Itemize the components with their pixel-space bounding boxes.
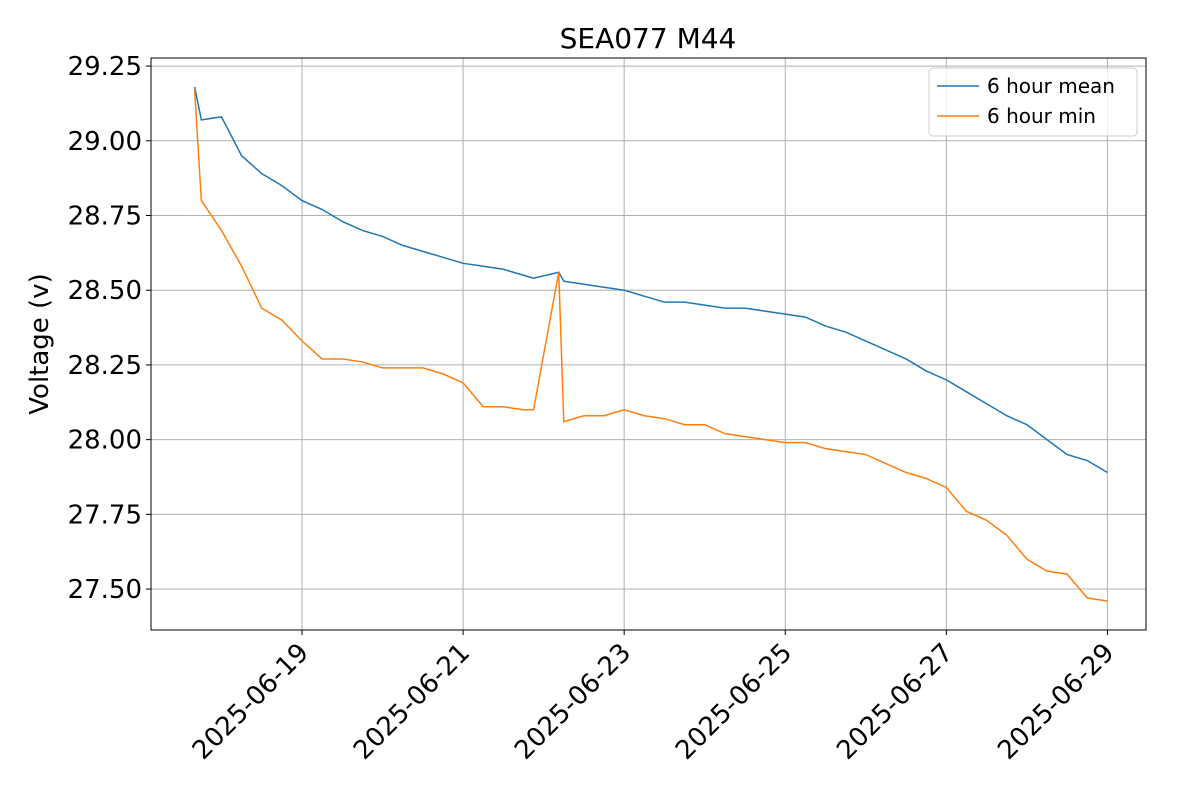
y-tick-label: 28.50 — [68, 276, 142, 306]
y-tick-label: 28.25 — [68, 351, 142, 381]
legend-label: 6 hour mean — [987, 74, 1115, 98]
y-tick-label: 28.00 — [68, 426, 142, 456]
y-tick-label: 29.00 — [68, 127, 142, 157]
legend-box — [928, 67, 1138, 137]
plot-frame — [150, 57, 1147, 631]
legend-label: 6 hour min — [987, 104, 1096, 128]
y-tick-label: 29.25 — [68, 52, 142, 82]
y-axis-label: Voltage (v) — [25, 273, 55, 414]
line-series — [193, 89, 1108, 602]
line-series — [193, 86, 1108, 474]
y-tick-label: 28.75 — [68, 201, 142, 231]
y-tick-label: 27.50 — [68, 575, 142, 605]
y-tick-label: 27.75 — [68, 500, 142, 530]
chart-title: SEA077 M44 — [560, 22, 737, 55]
